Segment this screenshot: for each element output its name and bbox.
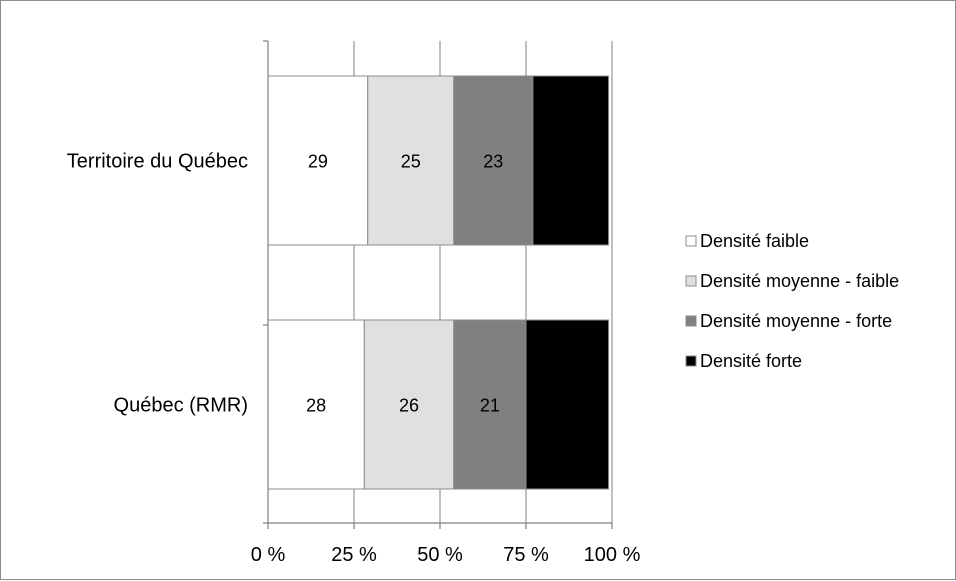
legend-swatch (685, 235, 697, 247)
data-label: 22 (561, 152, 581, 172)
bar-segment (532, 75, 610, 246)
legend-entry: Densité forte (700, 351, 802, 371)
x-tick-label: 100 % (584, 544, 641, 566)
data-label: 29 (308, 152, 328, 172)
x-tick-label: 0 % (251, 544, 286, 566)
bar-segment (525, 319, 610, 490)
legend-swatch (685, 315, 697, 327)
data-label: 26 (399, 396, 419, 416)
category-label: Québec (RMR) (114, 395, 248, 417)
legend-entry: Densité faible (700, 231, 809, 251)
legend-swatch (685, 355, 697, 367)
x-tick-label: 25 % (331, 544, 377, 566)
data-label: 21 (480, 396, 500, 416)
bar-segment (453, 319, 527, 490)
x-tick-label: 75 % (503, 544, 549, 566)
data-label: 28 (306, 396, 326, 416)
bar-segment (267, 75, 369, 246)
legend-entry: Densité moyenne - forte (700, 311, 892, 331)
data-label: 25 (401, 152, 421, 172)
category-label: Territoire du Québec (67, 151, 248, 173)
bar-segment (363, 319, 455, 490)
x-tick-label: 50 % (417, 544, 463, 566)
data-label: 23 (483, 152, 503, 172)
data-label: 24 (557, 396, 577, 416)
legend-entry: Densité moyenne - faible (700, 271, 899, 291)
bar-segment (367, 75, 455, 246)
bar-segment (453, 75, 534, 246)
legend-swatch (685, 275, 697, 287)
